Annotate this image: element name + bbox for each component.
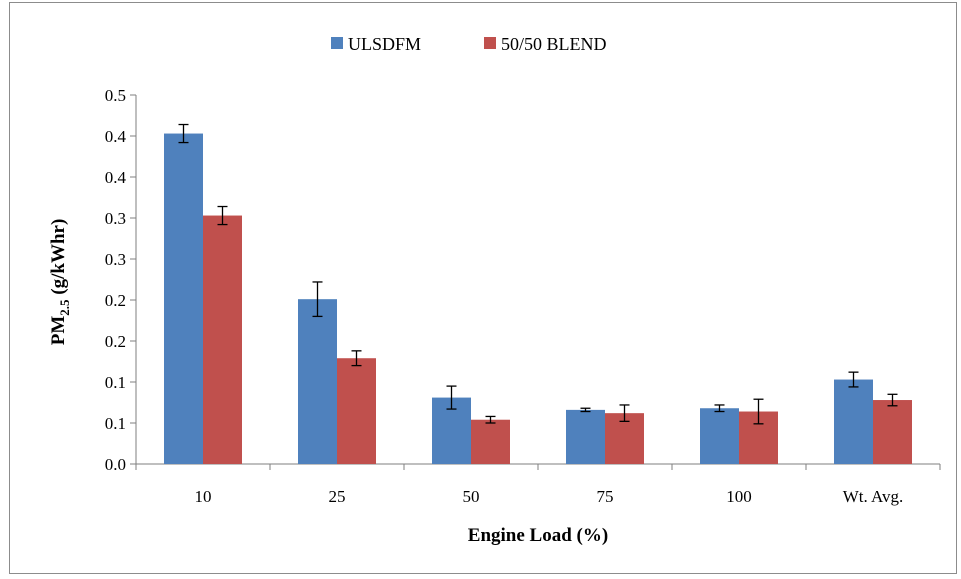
x-tick-label: 25 bbox=[329, 487, 346, 506]
y-tick-label: 0.4 bbox=[105, 127, 127, 146]
bar bbox=[337, 358, 376, 464]
x-tick-label: 50 bbox=[463, 487, 480, 506]
error-bars bbox=[178, 123, 898, 425]
bar bbox=[566, 409, 605, 464]
x-axis-label: Engine Load (%) bbox=[468, 525, 608, 546]
bar bbox=[471, 419, 510, 464]
bar bbox=[873, 400, 912, 464]
legend: ULSDFM 50/50 BLEND bbox=[331, 34, 607, 54]
y-tick-label: 0.1 bbox=[105, 414, 126, 433]
bars bbox=[164, 133, 912, 465]
y-tick-label: 0.3 bbox=[105, 250, 126, 269]
bar bbox=[298, 299, 337, 464]
bar bbox=[164, 133, 203, 465]
x-axis: 10 25 50 75 100 Wt. Avg. bbox=[135, 463, 941, 506]
y-axis-label: PM2.5 (g/kWhr) bbox=[48, 219, 72, 346]
x-tick-label: 10 bbox=[195, 487, 212, 506]
bar bbox=[834, 379, 873, 464]
legend-swatch bbox=[331, 37, 343, 49]
x-tick-label: 75 bbox=[597, 487, 614, 506]
bar bbox=[700, 408, 739, 464]
legend-label: ULSDFM bbox=[348, 34, 421, 54]
legend-label: 50/50 BLEND bbox=[501, 34, 607, 54]
y-tick-label: 0.5 bbox=[105, 86, 126, 105]
x-tick-label: 100 bbox=[726, 487, 752, 506]
legend-swatch bbox=[484, 37, 496, 49]
y-tick-label: 0.3 bbox=[105, 209, 126, 228]
y-tick-label: 0.4 bbox=[105, 168, 127, 187]
x-tick-label: Wt. Avg. bbox=[843, 487, 904, 506]
y-tick-label: 0.0 bbox=[105, 455, 126, 474]
y-tick-label: 0.1 bbox=[105, 373, 126, 392]
y-tick-label: 0.2 bbox=[105, 332, 126, 351]
y-tick-label: 0.2 bbox=[105, 291, 126, 310]
y-axis: 0.0 0.1 0.1 0.2 0.2 0.3 0.3 0.4 0.4 0.5 bbox=[105, 86, 137, 474]
bar bbox=[203, 215, 242, 464]
